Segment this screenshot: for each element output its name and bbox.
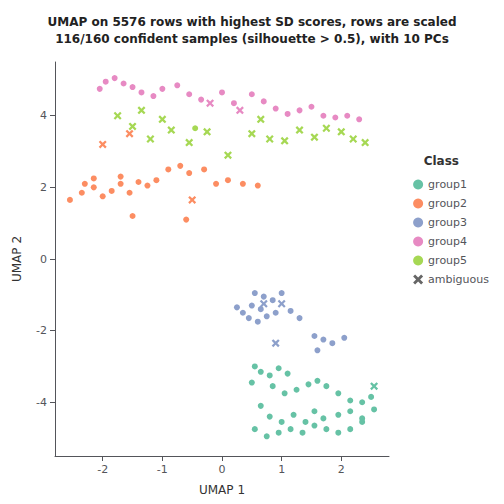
svg-text:group4: group4	[428, 235, 467, 248]
svg-text:ambiguous: ambiguous	[428, 273, 489, 286]
svg-text:0: 0	[219, 463, 226, 476]
svg-text:-1: -1	[157, 463, 168, 476]
svg-text:UMAP 1: UMAP 1	[199, 483, 245, 497]
svg-text:-4: -4	[36, 396, 47, 409]
svg-text:116/160 confident samples (sil: 116/160 confident samples (silhouette > …	[55, 32, 449, 46]
svg-text:4: 4	[40, 109, 47, 122]
svg-text:2: 2	[40, 181, 47, 194]
svg-text:2: 2	[338, 463, 345, 476]
svg-text:group5: group5	[428, 254, 467, 267]
svg-text:1: 1	[278, 463, 285, 476]
svg-text:group2: group2	[428, 197, 467, 210]
svg-text:-2: -2	[36, 324, 47, 337]
svg-text:0: 0	[40, 253, 47, 266]
svg-text:Class: Class	[424, 154, 459, 168]
svg-text:group3: group3	[428, 216, 467, 229]
svg-text:-2: -2	[97, 463, 108, 476]
svg-text:UMAP on 5576 rows with highest: UMAP on 5576 rows with highest SD scores…	[47, 15, 456, 29]
svg-text:UMAP 2: UMAP 2	[10, 236, 24, 282]
svg-text:group1: group1	[428, 178, 467, 191]
